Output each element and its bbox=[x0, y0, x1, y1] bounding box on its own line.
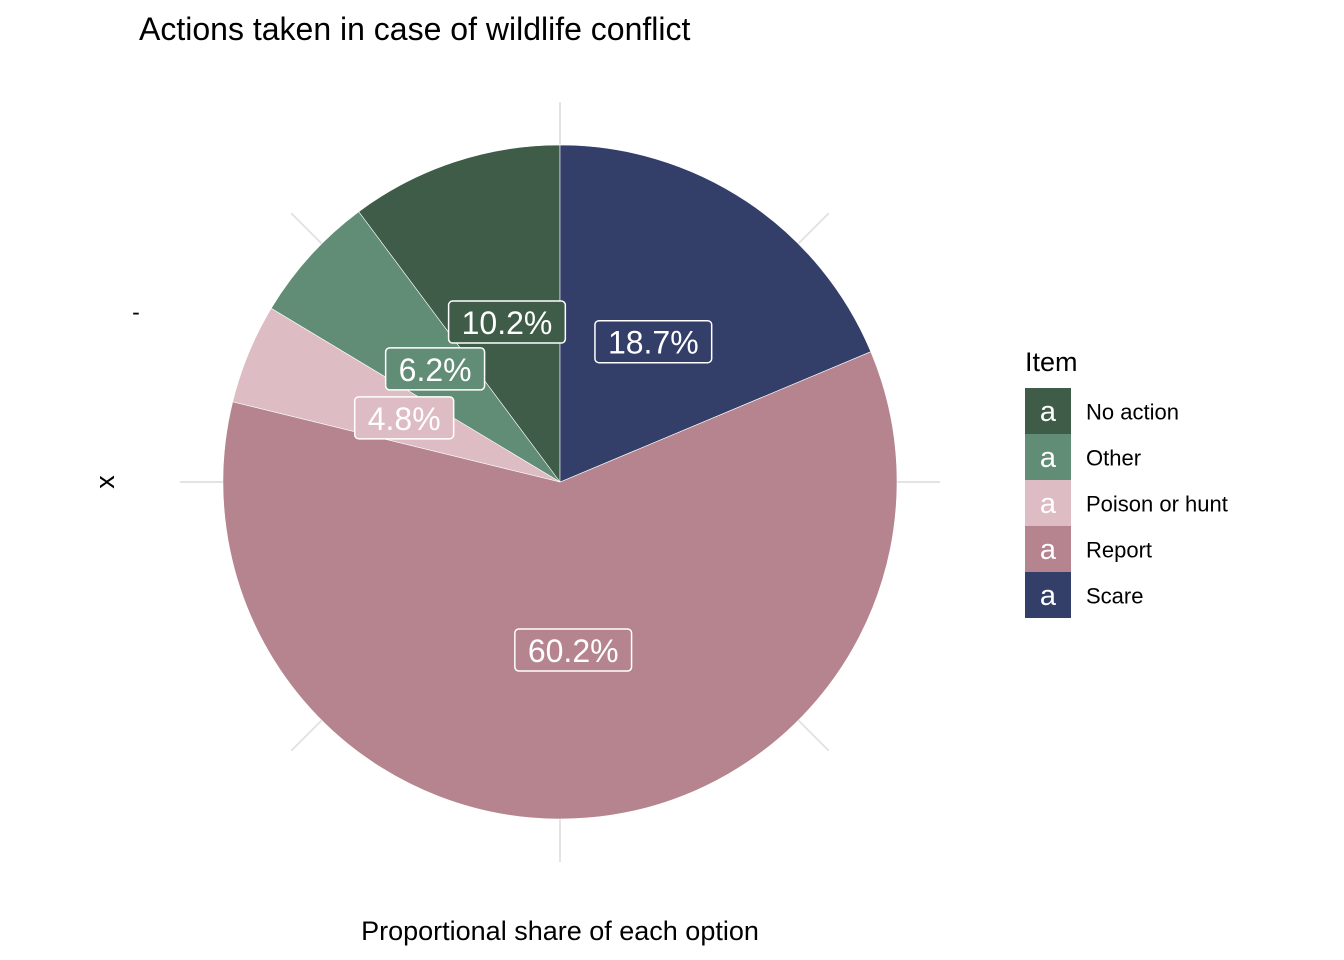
legend-title: Item bbox=[1025, 347, 1078, 377]
legend-label: No action bbox=[1086, 400, 1179, 425]
legend-key-glyph: a bbox=[1040, 534, 1057, 566]
legend-key-glyph: a bbox=[1040, 580, 1057, 612]
pie-slice-report bbox=[222, 351, 898, 820]
slice-label-text: 60.2% bbox=[528, 633, 619, 669]
y-tick-label: - bbox=[132, 299, 140, 325]
slice-label-other: 6.2% bbox=[384, 347, 486, 391]
slice-label-box bbox=[384, 347, 486, 391]
slice-labels: 10.2% 6.2% 4.8% 60.2% 18.7% bbox=[353, 300, 713, 672]
legend-key bbox=[1025, 526, 1071, 572]
slice-label-no-action: 10.2% bbox=[447, 300, 567, 344]
legend-key bbox=[1025, 572, 1071, 618]
slice-label-scare: 18.7% bbox=[594, 319, 713, 364]
legend-key bbox=[1025, 388, 1071, 434]
slice-label-poison-or-hunt: 4.8% bbox=[353, 396, 455, 440]
slice-label-text: 4.8% bbox=[368, 401, 441, 437]
slice-label-box bbox=[447, 300, 567, 344]
legend-label: Scare bbox=[1086, 584, 1143, 609]
legend-key bbox=[1025, 434, 1071, 480]
slice-label-report: 60.2% bbox=[514, 628, 633, 672]
legend-item-report: a Report bbox=[1025, 526, 1152, 572]
legend-label: Other bbox=[1086, 446, 1141, 471]
x-axis-title: Proportional share of each option bbox=[361, 916, 759, 946]
slice-label-text: 18.7% bbox=[608, 325, 699, 361]
legend-item-poison-or-hunt: a Poison or hunt bbox=[1025, 480, 1228, 526]
legend-key-glyph: a bbox=[1040, 442, 1057, 474]
legend: Item a No action a Other a Poison or hunt a Rep… bbox=[1025, 347, 1228, 618]
legend-item-scare: a Scare bbox=[1025, 572, 1143, 618]
y-axis-title: x bbox=[90, 475, 120, 489]
legend-item-other: a Other bbox=[1025, 434, 1141, 480]
slice-label-box bbox=[353, 396, 455, 440]
legend-label: Report bbox=[1086, 538, 1152, 563]
legend-item-no-action: a No action bbox=[1025, 388, 1179, 434]
pie-slice-other bbox=[270, 211, 561, 483]
slice-label-text: 6.2% bbox=[399, 352, 472, 388]
legend-label: Poison or hunt bbox=[1086, 492, 1228, 517]
pie-slice-scare bbox=[559, 144, 872, 483]
slice-label-text: 10.2% bbox=[462, 305, 553, 341]
slice-label-box bbox=[514, 628, 633, 672]
legend-key-glyph: a bbox=[1040, 488, 1057, 520]
legend-key-glyph: a bbox=[1040, 396, 1057, 428]
pie-slices bbox=[222, 144, 898, 820]
chart-title: Actions taken in case of wildlife confli… bbox=[139, 11, 690, 47]
slice-label-box bbox=[594, 319, 713, 364]
legend-key bbox=[1025, 480, 1071, 526]
